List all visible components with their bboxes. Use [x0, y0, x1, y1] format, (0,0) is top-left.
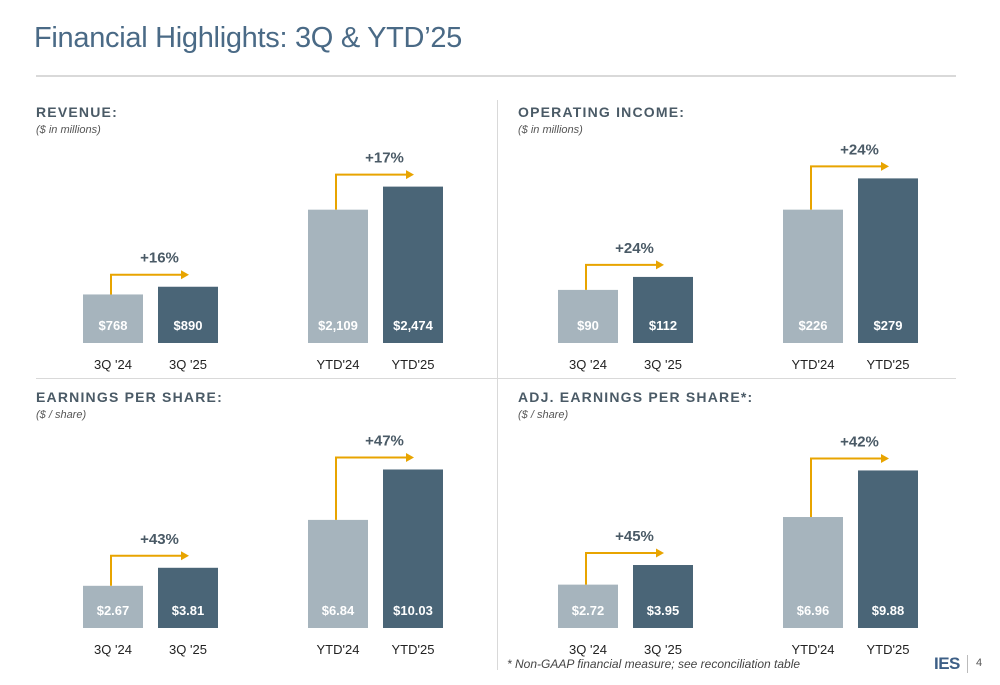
footnote: * Non-GAAP financial measure; see reconc…	[507, 657, 801, 671]
operating-income-chart: $90 3Q '24 $112 3Q '25 $226 YTD'24 $279 YTD'25 +…	[558, 141, 918, 372]
growth-arrow	[810, 161, 889, 210]
bar-value-label: $9.88	[872, 603, 905, 618]
growth-arrow	[585, 260, 664, 290]
bar-value-label: $3.95	[647, 603, 680, 618]
growth-arrow	[335, 452, 414, 520]
bar-3q24	[558, 584, 618, 628]
bar-3q25	[158, 286, 218, 343]
adj-eps-chart: $2.72 3Q '24 $3.95 3Q '25 $6.96 YTD'24 $9.88 YT…	[558, 433, 918, 657]
category-label: YTD'24	[792, 357, 835, 372]
panel-subtitle: ($ / share)	[518, 409, 569, 421]
revenue-panel: REVENUE: ($ in millions) $768 3Q '24 $890 3…	[36, 100, 476, 378]
growth-label: +43%	[140, 531, 179, 548]
panel-title: ADJ. EARNINGS PER SHARE*:	[518, 389, 754, 405]
bar-value-label: $2.67	[97, 603, 130, 618]
panel-title: OPERATING INCOME:	[518, 104, 686, 120]
bar-3q25	[633, 276, 693, 343]
eps-panel: EARNINGS PER SHARE: ($ / share) $2.67 3Q …	[36, 385, 476, 663]
company-logo: IES	[934, 654, 960, 673]
category-label: YTD'24	[317, 357, 360, 372]
category-label: YTD'25	[867, 642, 910, 657]
bar-ytd25	[858, 470, 918, 628]
eps-chart: $2.67 3Q '24 $3.81 3Q '25 $6.84 YTD'24 $10.03 Y…	[83, 432, 443, 657]
bar-3q24	[83, 585, 143, 628]
vertical-divider	[497, 100, 498, 670]
panel-title: EARNINGS PER SHARE:	[36, 389, 223, 405]
bar-3q24	[558, 289, 618, 343]
panel-subtitle: ($ in millions)	[36, 124, 101, 136]
bar-value-label: $6.96	[797, 603, 830, 618]
growth-arrow	[810, 453, 889, 518]
growth-label: +42%	[840, 433, 879, 450]
growth-arrow	[585, 548, 664, 585]
page-title: Financial Highlights: 3Q & YTD’25	[34, 22, 462, 54]
category-label: YTD'24	[792, 642, 835, 657]
category-label: 3Q '25	[644, 357, 682, 372]
panel-subtitle: ($ in millions)	[518, 124, 583, 136]
bar-ytd24	[783, 209, 843, 343]
growth-arrow	[110, 270, 189, 295]
panel-subtitle: ($ / share)	[36, 409, 87, 421]
horizontal-divider	[36, 378, 956, 379]
bar-3q24	[83, 294, 143, 343]
bar-value-label: $279	[874, 318, 903, 333]
page-number: 4	[976, 657, 983, 669]
bar-ytd24	[308, 209, 368, 343]
bar-ytd25	[383, 186, 443, 343]
category-label: YTD'25	[392, 357, 435, 372]
category-label: YTD'25	[867, 357, 910, 372]
bar-value-label: $6.84	[322, 603, 355, 618]
bar-3q25	[158, 567, 218, 628]
growth-arrow	[110, 551, 189, 586]
bar-value-label: $890	[174, 318, 203, 333]
growth-label: +24%	[840, 141, 879, 158]
bar-value-label: $2,109	[318, 318, 358, 333]
bar-value-label: $2,474	[393, 318, 434, 333]
category-label: 3Q '25	[644, 642, 682, 657]
adj-eps-panel: ADJ. EARNINGS PER SHARE*: ($ / share) $2…	[512, 385, 952, 663]
operating-income-panel: OPERATING INCOME: ($ in millions) $90 3Q …	[512, 100, 952, 378]
growth-label: +45%	[615, 528, 654, 545]
category-label: 3Q '24	[94, 357, 132, 372]
bar-ytd25	[858, 178, 918, 343]
category-label: YTD'24	[317, 642, 360, 657]
growth-arrow	[335, 170, 414, 210]
growth-label: +47%	[365, 432, 404, 449]
bar-value-label: $768	[99, 318, 128, 333]
panel-title: REVENUE:	[36, 104, 118, 120]
bar-value-label: $112	[649, 318, 677, 333]
revenue-chart: $768 3Q '24 $890 3Q '25 $2,109 YTD'24 $2,474 YT…	[83, 150, 443, 372]
title-divider	[36, 75, 956, 77]
category-label: 3Q '24	[569, 642, 607, 657]
bar-3q25	[633, 565, 693, 628]
bar-value-label: $2.72	[572, 603, 605, 618]
logo-separator	[967, 655, 968, 673]
category-label: 3Q '25	[169, 357, 207, 372]
category-label: YTD'25	[392, 642, 435, 657]
growth-label: +16%	[140, 250, 179, 267]
bar-ytd25	[383, 469, 443, 628]
bar-value-label: $10.03	[393, 603, 433, 618]
growth-label: +17%	[365, 150, 404, 167]
bar-value-label: $90	[577, 318, 599, 333]
bar-value-label: $3.81	[172, 603, 205, 618]
bar-ytd24	[308, 519, 368, 628]
category-label: 3Q '25	[169, 642, 207, 657]
growth-label: +24%	[615, 240, 654, 257]
bar-ytd24	[783, 517, 843, 628]
category-label: 3Q '24	[569, 357, 607, 372]
bar-value-label: $226	[799, 318, 828, 333]
category-label: 3Q '24	[94, 642, 132, 657]
